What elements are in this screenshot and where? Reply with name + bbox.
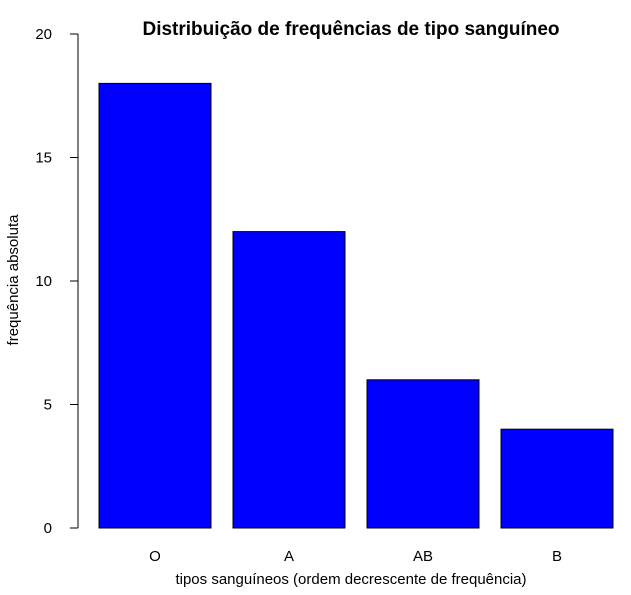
bars-group [98,82,614,529]
y-tick-label: 20 [35,26,52,43]
x-tick-label: AB [413,548,433,565]
y-tick-label: 0 [44,520,52,537]
x-tick-label: O [149,548,161,565]
y-axis: 0 5 10 15 20 [35,26,79,537]
x-tick-labels: O A AB B [149,548,562,565]
x-tick-label: A [284,548,294,565]
y-tick-label: 15 [35,150,52,167]
bar-a [232,231,346,529]
y-axis-label: frequência absoluta [5,214,22,346]
x-axis-label: tipos sanguíneos (ordem decrescente de f… [175,571,526,588]
bar-b [500,428,614,529]
y-tick-label: 10 [35,273,52,290]
chart-title: Distribuição de frequências de tipo sang… [142,19,559,40]
y-tick-label: 5 [44,397,52,414]
bar-ab [366,379,480,529]
x-tick-label: B [552,548,562,565]
bar-o [98,82,212,529]
